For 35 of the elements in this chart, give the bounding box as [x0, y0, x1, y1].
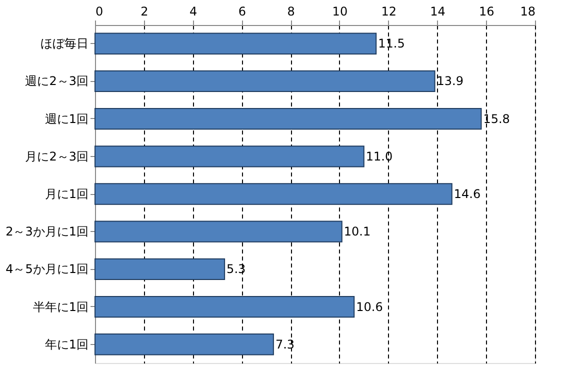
bar: [94, 258, 226, 280]
y-tick-label: ほぼ毎日: [40, 36, 88, 51]
x-tick-label: 10: [332, 4, 348, 18]
x-tick-label: 18: [520, 4, 536, 18]
y-tick-label: 半年に1回: [32, 300, 88, 314]
x-tick-label: 0: [96, 4, 104, 18]
x-tick-label: 2: [140, 4, 148, 18]
x-tick-label: 6: [238, 4, 246, 18]
bar: [94, 334, 274, 356]
y-tick-label: 年に1回: [44, 337, 88, 352]
data-label: 14.6: [454, 187, 481, 201]
bar: [94, 32, 377, 54]
bar: [94, 220, 342, 242]
bar: [94, 296, 355, 318]
data-label: 11.0: [366, 149, 393, 164]
y-tick-label: 月に2～3回: [25, 149, 88, 164]
data-label: 11.5: [378, 36, 405, 51]
y-tick-label: 4～5か月に1回: [6, 262, 88, 276]
data-label: 15.8: [483, 112, 510, 126]
y-tick-label: 月に1回: [44, 187, 88, 201]
bar: [94, 70, 436, 92]
x-tick-label: 14: [430, 4, 446, 18]
data-label: 10.1: [344, 224, 371, 239]
bar: [94, 183, 452, 205]
bar: [94, 108, 482, 130]
x-tick-label: 16: [478, 4, 494, 18]
x-tick-label: 8: [287, 4, 295, 18]
data-label: 13.9: [436, 74, 464, 88]
y-tick-label: 週に2～3回: [25, 74, 88, 88]
x-tick-label: 12: [381, 4, 396, 18]
y-tick-label: 週に1回: [44, 112, 88, 126]
x-tick-label: 4: [189, 4, 198, 18]
bar: [94, 146, 364, 168]
y-tick-label: 2～3か月に1回: [6, 224, 88, 239]
data-label: 10.6: [356, 300, 383, 314]
